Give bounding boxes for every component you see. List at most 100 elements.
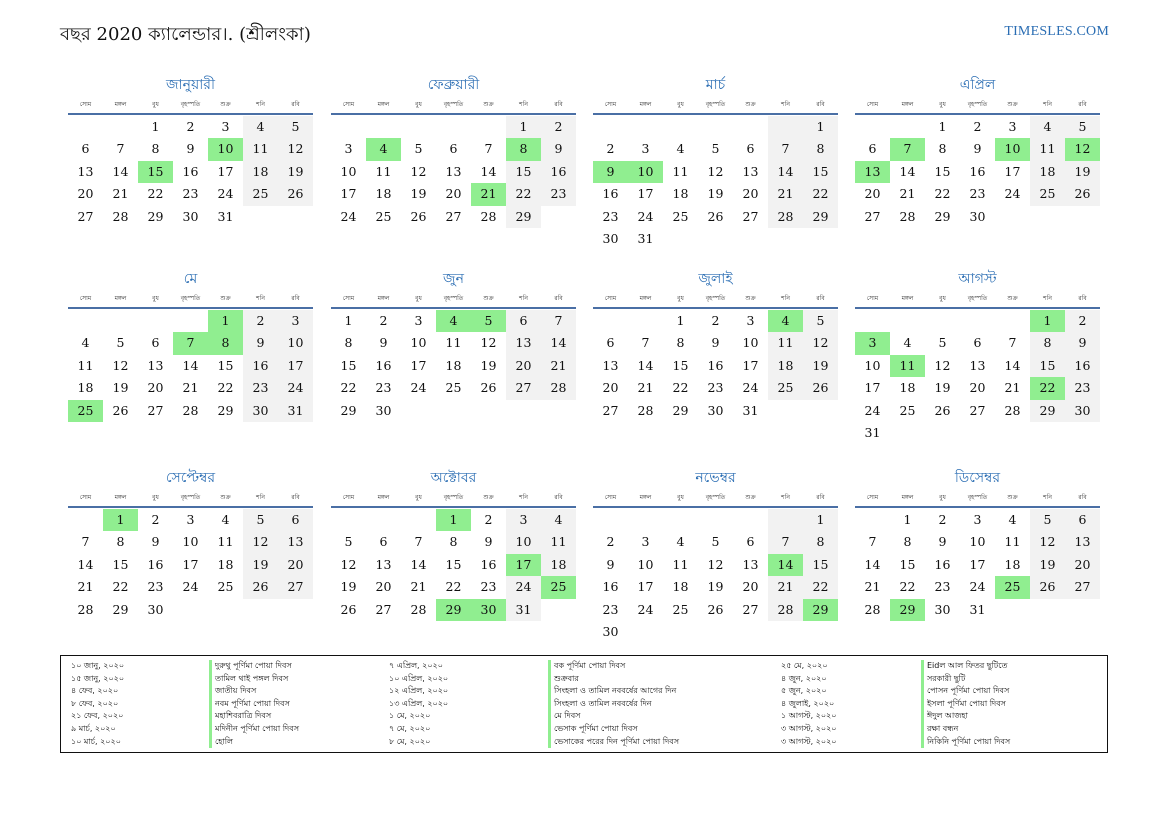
weekday-label: সোম [866,295,879,302]
day-cell: 10 [340,163,357,179]
empty-day-cell [995,206,1030,228]
day-cell: 11 [1004,534,1021,550]
day-cell: 24 [864,402,881,418]
day-cell: 29 [803,205,838,228]
day-cell: 7 [484,141,493,157]
legend-holiday-name: জাতীয় দিবস [209,685,299,698]
day-cell: 10 [742,335,759,351]
day-cell: 27 [969,402,986,418]
day-cell: 19 [278,160,313,184]
weekday-label: শনি [519,295,528,302]
day-cell: 26 [707,208,724,224]
day-cell: 2 [606,141,615,157]
empty-day-cell [436,116,471,138]
day-cell: 23 [375,380,392,396]
holiday-day-cell: 30 [471,598,506,621]
weekday-label: সোম [79,101,92,108]
day-cell: 27 [147,402,164,418]
holiday-day-cell: 11 [890,354,925,378]
day-cell: 23 [243,377,278,400]
day-cell: 19 [410,186,427,202]
day-cell: 10 [637,556,654,572]
empty-day-cell [331,509,366,531]
day-cell: 22 [803,576,838,599]
day-cell: 17 [410,357,427,373]
empty-day-cell [243,599,278,621]
legend-date-column: ২৫ মে, ২০২০ ৪ জুন, ২০২০ ৫ জুন, ২০২০ ৪ জুলাই… [781,660,836,748]
empty-day-cell [960,310,995,332]
weekday-label: শনি [519,494,528,501]
day-cell: 6 [973,335,982,351]
day-cell: 23 [969,186,986,202]
day-cell: 23 [182,186,199,202]
month-block: নভেম্বর সোম মঙ্গল বুধ বৃহস্পতি শুক্র শনি রবি 1 2 3… [593,467,838,643]
day-cell: 19 [934,380,951,396]
holiday-day-cell: 14 [768,553,803,577]
legend-date: ১২ এপ্রিল, ২০২০ [389,686,449,696]
day-cell: 5 [711,534,720,550]
weekday-label: রবি [291,101,300,108]
day-cell: 5 [711,141,720,157]
day-grid: 1 2 3 4 5 6 7 8 9 10 11 12 13 14 15 16 17 18 19 20 21 22 23 24 2… [855,509,1100,621]
legend-date: ২৫ মে, ২০২০ [781,661,828,670]
day-cell: 13 [742,163,759,179]
day-cell: 12 [340,556,357,572]
day-cell: 27 [445,208,462,224]
day-cell: 9 [973,141,982,157]
legend-holiday-name: নিকিনি পূর্ণিমা পোয়া দিবস [921,735,1010,749]
legend-holiday-name: ভেসাক পূর্ণিমা পোয়া দিবস [548,722,679,736]
day-cell: 15 [934,163,951,179]
day-cell: 18 [1030,160,1065,184]
empty-day-cell [103,310,138,332]
day-cell: 9 [484,534,493,550]
day-cell: 16 [480,556,497,572]
empty-day-cell [628,621,663,643]
legend-date: ৪ ফেব, ২০২০ [71,686,119,696]
day-cell: 17 [637,579,654,595]
empty-day-cell [1065,422,1100,444]
header-divider [593,113,838,115]
day-cell: 8 [803,138,838,161]
day-cell: 24 [278,377,313,400]
empty-day-cell [541,206,576,228]
day-cell: 19 [803,354,838,378]
day-cell: 7 [768,138,803,161]
day-cell: 6 [1065,509,1100,532]
day-cell: 29 [112,601,129,617]
empty-day-cell [890,422,925,444]
day-cell: 1 [151,119,160,134]
day-cell: 2 [1065,310,1100,333]
day-cell: 14 [899,163,916,179]
header-divider [855,307,1100,309]
day-cell: 22 [112,579,129,595]
empty-day-cell [593,310,628,332]
weekday-label: মঙ্গল [114,295,127,302]
day-cell: 2 [973,119,982,134]
day-cell: 11 [77,357,94,373]
legend-holiday-name: হোলি [209,735,299,749]
site-logo-text[interactable]: TIMESLES.COM [1004,24,1109,39]
day-cell: 12 [707,556,724,572]
legend-holiday-name: তামিল থাই পঙ্গল দিবস [209,672,299,686]
day-cell: 31 [217,208,234,224]
weekday-label: বৃহস্পতি [180,295,201,302]
empty-day-cell [1030,422,1065,444]
weekday-label: সোম [866,494,879,501]
day-cell: 25 [243,183,278,206]
weekday-label: বুধ [939,494,946,501]
empty-day-cell [1065,206,1100,228]
day-cell: 23 [602,601,619,617]
weekday-label: মঙ্গল [639,295,652,302]
day-cell: 15 [899,556,916,572]
weekday-label: বুধ [939,295,946,302]
day-cell: 3 [746,313,755,328]
weekday-label: রবি [291,494,300,501]
empty-day-cell [698,228,733,250]
day-cell: 26 [803,377,838,400]
weekday-label: রবি [554,494,563,501]
day-cell: 15 [340,357,357,373]
day-cell: 28 [637,402,654,418]
day-cell: 25 [768,377,803,400]
day-cell: 22 [445,579,462,595]
day-cell: 3 [221,119,230,134]
